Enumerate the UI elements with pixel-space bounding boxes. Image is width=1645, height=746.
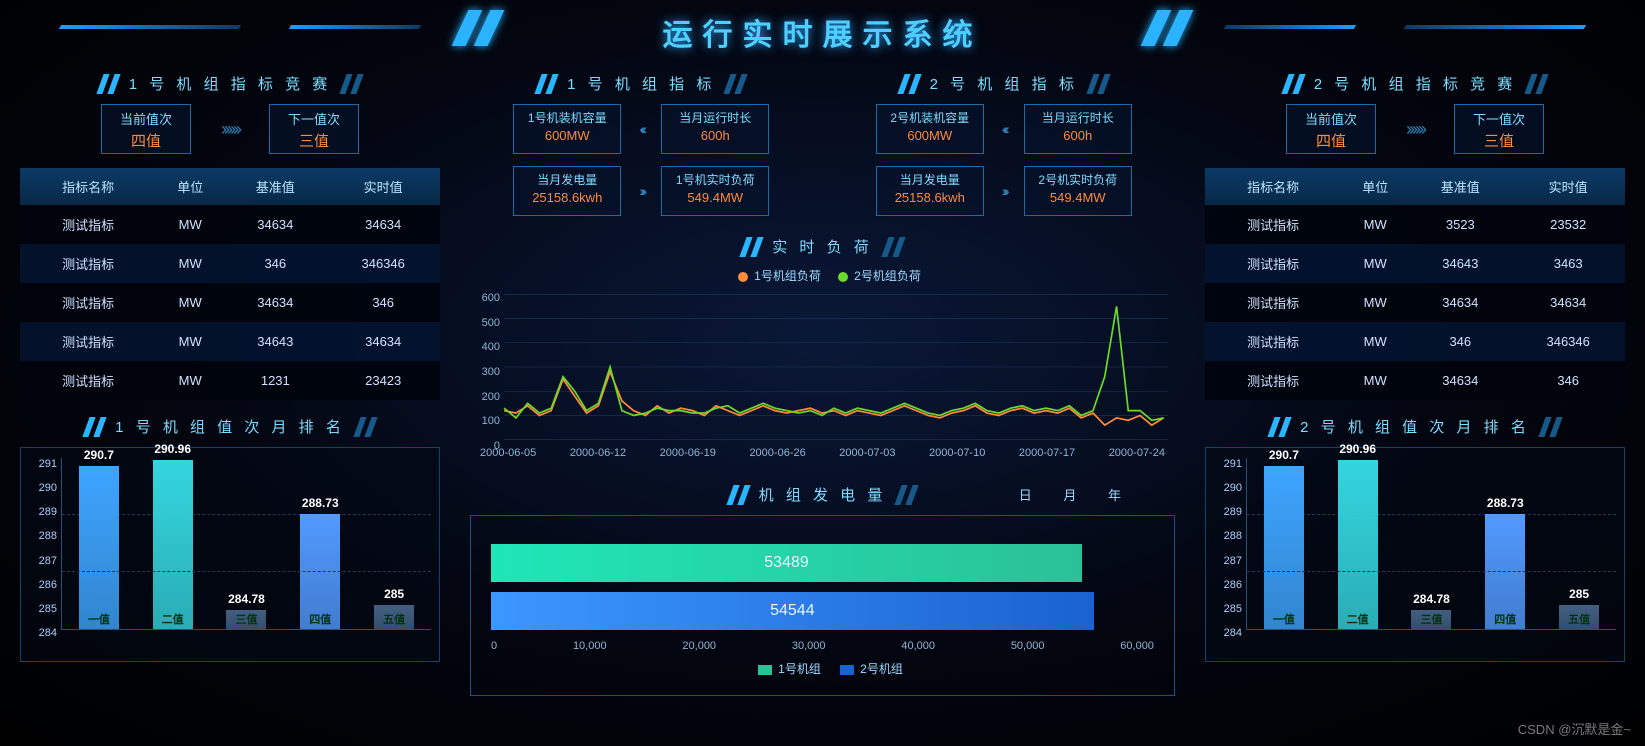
table-row: 测试指标MW3464334634	[20, 322, 440, 361]
rank-bar: 290.96 二值	[1338, 460, 1378, 629]
rank-bar: 288.73 四值	[300, 514, 340, 629]
current-shift-value: 四值	[1287, 130, 1375, 151]
arrow-right-icon: ››››››	[221, 119, 239, 140]
gen-bar-1: 53489	[491, 544, 1154, 582]
table-header: 基准值	[1409, 168, 1511, 205]
arrow-right-icon: ››››››	[1406, 119, 1424, 140]
comp-table-2: 指标名称单位基准值实时值 测试指标MW352323532测试指标MW346433…	[1205, 168, 1625, 400]
unit1-load: 1号机实时负荷549.4MW	[661, 166, 769, 216]
current-shift-label: 当前值次	[102, 109, 190, 128]
arrow-left-icon: ‹‹‹‹‹‹	[639, 121, 643, 137]
header: 运行实时展示系统	[0, 0, 1645, 60]
table-row: 测试指标MW352323532	[1205, 205, 1625, 244]
section-label-comp2: 2 号 机 组 指 标 竞 赛	[1205, 73, 1625, 94]
table-header: 单位	[1341, 168, 1409, 205]
unit2-capacity: 2号机装机容量600MW	[876, 104, 984, 154]
table-header: 指标名称	[20, 168, 156, 205]
current-shift-value: 四值	[102, 130, 190, 151]
rank-bar: 285 五值	[1559, 605, 1599, 629]
table-row: 测试指标MW3463434634	[20, 205, 440, 244]
page-title: 运行实时展示系统	[663, 0, 983, 54]
table-row: 测试指标MW34634346	[1205, 361, 1625, 400]
rank-bar: 284.78 三值	[226, 610, 266, 629]
rank-bar: 284.78 三值	[1411, 610, 1451, 629]
table-row: 测试指标MW346346346	[20, 244, 440, 283]
header-bar	[1404, 25, 1586, 29]
unit1-capacity: 1号机装机容量600MW	[513, 104, 621, 154]
section-label-realtime: 实 时 负 荷	[470, 236, 1175, 257]
realtime-load-chart: 6005004003002001000 2000-06-052000-06-12…	[470, 292, 1175, 472]
rank-chart-1: 291290289288287286285284 290.7 一值 290.96…	[20, 447, 440, 662]
table-header: 基准值	[224, 168, 326, 205]
rank-bar: 290.7 一值	[1264, 466, 1304, 629]
arrow-left-icon: ‹‹‹‹‹‹	[1002, 121, 1006, 137]
table-row: 测试指标MW346346346	[1205, 322, 1625, 361]
next-shift-box: 下一值次 三值	[1454, 104, 1544, 154]
current-shift-box: 当前值次 四值	[1286, 104, 1376, 154]
right-column: 2 号 机 组 指 标 竞 赛 当前值次 四值 ›››››› 下一值次 三值 指…	[1205, 65, 1625, 662]
table-header: 实时值	[1511, 168, 1625, 205]
line-legend: 1号机组负荷 2号机组负荷	[470, 267, 1175, 284]
shift-row-left: 当前值次 四值 ›››››› 下一值次 三值	[20, 104, 440, 154]
next-shift-value: 三值	[270, 130, 358, 151]
arrow-right-icon: ››››››	[1002, 183, 1006, 199]
unit1-generation: 当月发电量25158.6kwh	[513, 166, 621, 216]
slash-left-icon	[460, 10, 496, 46]
arrow-right-icon: ››››››	[639, 183, 643, 199]
comp-table-1: 指标名称单位基准值实时值 测试指标MW3463434634测试指标MW34634…	[20, 168, 440, 400]
header-bar	[59, 25, 241, 29]
rank-chart-2: 291290289288287286285284 290.7 一值 290.96…	[1205, 447, 1625, 662]
slash-right-icon	[1149, 10, 1185, 46]
next-shift-box: 下一值次 三值	[269, 104, 359, 154]
gen-legend: 1号机组 2号机组	[491, 660, 1154, 677]
header-bar	[289, 25, 421, 29]
current-shift-box: 当前值次 四值	[101, 104, 191, 154]
current-shift-label: 当前值次	[1287, 109, 1375, 128]
unit2-generation: 当月发电量25158.6kwh	[876, 166, 984, 216]
rank-bar: 285 五值	[374, 605, 414, 629]
table-row: 测试指标MW34634346	[20, 283, 440, 322]
section-label-rank2: 2 号 机 组 值 次 月 排 名	[1205, 416, 1625, 437]
section-label-unit1: 1 号 机 组 指 标	[470, 73, 813, 94]
shift-row-right: 当前值次 四值 ›››››› 下一值次 三值	[1205, 104, 1625, 154]
next-shift-value: 三值	[1455, 130, 1543, 151]
generation-chart: 53489 54544 010,00020,00030,00040,00050,…	[470, 515, 1175, 696]
unit2-load: 2号机实时负荷549.4MW	[1024, 166, 1132, 216]
table-row: 测试指标MW346433463	[1205, 244, 1625, 283]
next-shift-label: 下一值次	[270, 109, 358, 128]
table-header: 实时值	[326, 168, 440, 205]
table-row: 测试指标MW123123423	[20, 361, 440, 400]
header-bar	[1224, 25, 1356, 29]
table-header: 指标名称	[1205, 168, 1341, 205]
section-label-unit2: 2 号 机 组 指 标	[833, 73, 1176, 94]
rank-bar: 290.7 一值	[79, 466, 119, 629]
unit2-runtime: 当月运行时长600h	[1024, 104, 1132, 154]
section-label-rank1: 1 号 机 组 值 次 月 排 名	[20, 416, 440, 437]
unit1-runtime: 当月运行时长600h	[661, 104, 769, 154]
rank-bar: 288.73 四值	[1485, 514, 1525, 629]
table-row: 测试指标MW3463434634	[1205, 283, 1625, 322]
table-header: 单位	[156, 168, 224, 205]
next-shift-label: 下一值次	[1455, 109, 1543, 128]
generation-period-toggle[interactable]: 日 月 年	[1019, 485, 1135, 504]
gen-bar-2: 54544	[491, 592, 1154, 630]
rank-bar: 290.96 二值	[153, 460, 193, 629]
middle-column: 1 号 机 组 指 标 1号机装机容量600MW ‹‹‹‹‹‹ 当月运行时长60…	[470, 65, 1175, 696]
watermark: CSDN @沉默是金~	[1518, 719, 1631, 738]
left-column: 1 号 机 组 指 标 竞 赛 当前值次 四值 ›››››› 下一值次 三值 指…	[20, 65, 440, 662]
section-label-comp1: 1 号 机 组 指 标 竞 赛	[20, 73, 440, 94]
